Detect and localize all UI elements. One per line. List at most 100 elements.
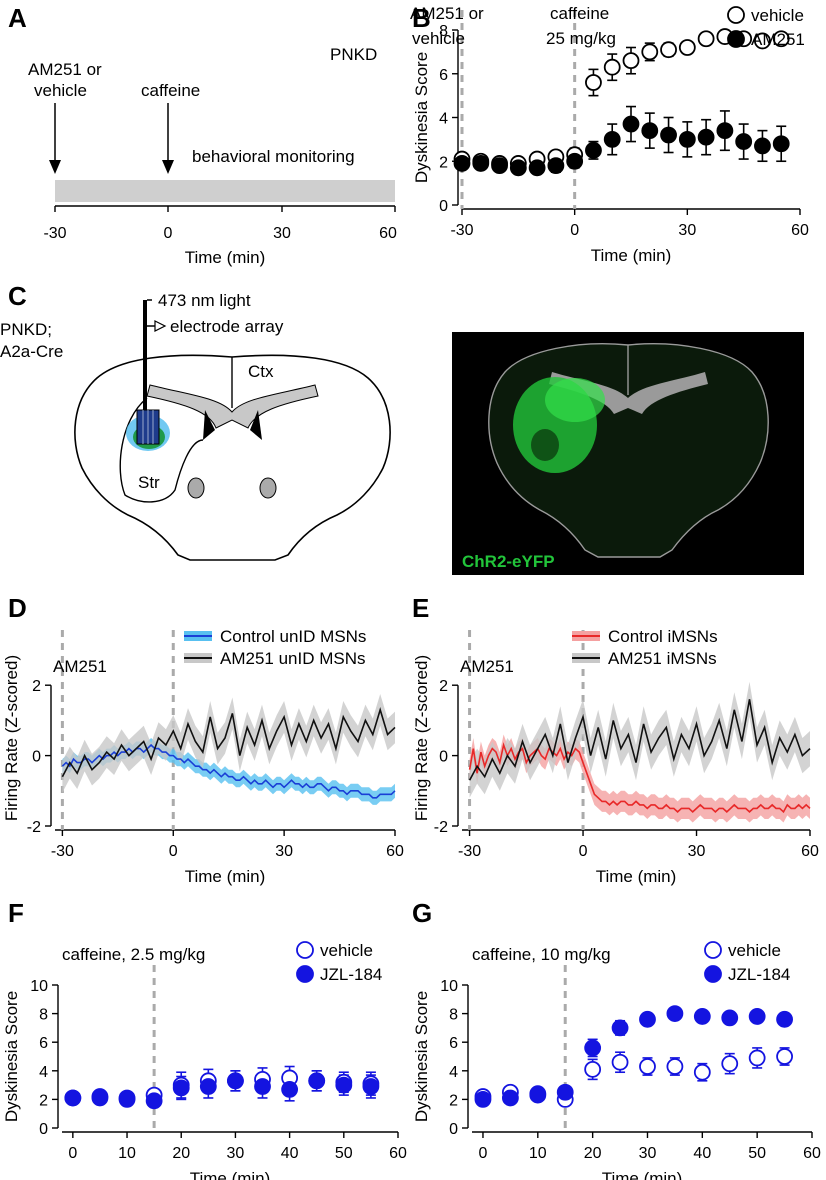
histology-fiber-track — [531, 429, 559, 461]
x-tick-label: 60 — [386, 843, 404, 860]
y-tick-label: -2 — [434, 819, 448, 836]
y-tick-label: 6 — [449, 1035, 458, 1052]
legend-label: JZL-184 — [728, 965, 790, 984]
x-tick-label: 30 — [688, 843, 706, 860]
data-point — [566, 152, 584, 170]
data-point — [474, 1091, 492, 1108]
x-tick-label: 60 — [801, 843, 819, 860]
x-tick-label: 50 — [748, 1145, 766, 1162]
data-point — [697, 128, 715, 146]
y-tick-label: 2 — [39, 1092, 48, 1109]
data-point — [735, 133, 753, 150]
panel-label-e: E — [412, 593, 429, 623]
data-point — [721, 1055, 739, 1073]
data-point — [622, 115, 640, 133]
x-tick-label: 0 — [479, 1145, 488, 1162]
panel-label-c: C — [8, 281, 27, 311]
arrow-caffeine-head — [162, 160, 174, 174]
y-tick-label: 8 — [39, 1007, 48, 1024]
data-point — [641, 43, 659, 61]
data-point — [639, 1058, 656, 1075]
legend-marker — [296, 941, 314, 959]
panel-c: C PNKD; A2a-Cre Ctx Str 473 nm light ele… — [0, 281, 804, 575]
panel-a-annot-line1: AM251 or — [28, 60, 102, 79]
y-tick-label: -2 — [27, 819, 41, 836]
y-axis-label: Dyskinesia Score — [412, 52, 431, 183]
annotation: AM251 — [460, 657, 514, 676]
y-tick-label: 0 — [449, 1121, 458, 1138]
data-point — [199, 1078, 217, 1095]
data-point — [145, 1092, 163, 1110]
data-point — [556, 1083, 574, 1101]
x-tick-label: 0 — [169, 843, 178, 860]
data-point — [678, 130, 696, 148]
data-point — [172, 1079, 190, 1097]
legend-marker — [704, 965, 722, 983]
data-point — [776, 1048, 793, 1065]
y-tick-label: 2 — [32, 678, 41, 695]
y-axis-label: Firing Rate (Z-scored) — [2, 655, 21, 821]
label-ctx: Ctx — [248, 362, 274, 381]
data-point — [622, 52, 640, 70]
data-point — [528, 159, 546, 177]
y-axis-label: Firing Rate (Z-scored) — [412, 655, 431, 821]
data-point — [693, 1008, 711, 1025]
data-point — [697, 30, 715, 48]
x-tick-label: 60 — [803, 1145, 821, 1162]
panel-label-a: A — [8, 3, 27, 33]
data-point — [362, 1078, 380, 1095]
anterior-commissure-left — [187, 477, 205, 499]
x-tick-label: 30 — [275, 843, 293, 860]
x-tick-label: -30 — [51, 843, 74, 860]
x-axis-label: Time (min) — [602, 1169, 683, 1180]
y-tick-label: 6 — [39, 1035, 48, 1052]
label-chr2: ChR2-eYFP — [462, 552, 555, 571]
legend-label: AM251 unID MSNs — [220, 649, 366, 668]
data-point — [660, 126, 677, 144]
x-tick-label: 60 — [389, 1145, 407, 1162]
data-point — [754, 137, 771, 155]
x-tick-label: 40 — [281, 1145, 299, 1162]
legend-marker — [296, 965, 314, 983]
data-point — [678, 39, 696, 56]
data-point — [308, 1072, 326, 1090]
x-tick-label: 30 — [639, 1145, 657, 1162]
data-point — [776, 1010, 793, 1028]
x-tick-label: 0 — [579, 843, 588, 860]
data-point — [453, 155, 471, 172]
panel-a-tick-label: 60 — [379, 225, 397, 242]
data-point — [748, 1008, 766, 1025]
legend-marker — [727, 6, 745, 24]
data-point — [641, 122, 659, 140]
x-tick-label: -30 — [450, 222, 473, 239]
data-point — [64, 1089, 82, 1107]
annotation: caffeine, 10 mg/kg — [472, 945, 611, 964]
y-tick-label: 4 — [439, 111, 448, 128]
label-light: 473 nm light — [158, 291, 251, 310]
data-point — [603, 130, 621, 148]
histology-green-signal — [545, 378, 605, 422]
electrode-arrow — [154, 320, 167, 332]
legend-label: vehicle — [320, 941, 373, 960]
data-point — [721, 1009, 739, 1027]
y-axis-label: Dyskinesia Score — [2, 991, 21, 1122]
y-tick-label: 10 — [440, 978, 458, 995]
x-tick-label: 20 — [172, 1145, 190, 1162]
annotation: 25 mg/kg — [546, 29, 616, 48]
data-point — [693, 1063, 711, 1081]
data-point — [118, 1089, 136, 1107]
annotation: caffeine, 2.5 mg/kg — [62, 945, 205, 964]
panel-a-tick-label: 0 — [164, 225, 173, 242]
label-str: Str — [138, 473, 160, 492]
data-point — [666, 1058, 684, 1075]
data-point — [509, 159, 527, 177]
x-tick-label: 30 — [227, 1145, 245, 1162]
brain-outline — [74, 354, 391, 561]
data-point — [335, 1076, 353, 1094]
chart-d: -30 0 30 60 -2 0 2 Time (min) Firing Rate (Z-sco… — [2, 627, 404, 886]
data-point — [772, 135, 790, 153]
ventricle-right — [250, 410, 262, 440]
legend-marker — [704, 941, 722, 959]
optical-fiber — [143, 300, 147, 410]
